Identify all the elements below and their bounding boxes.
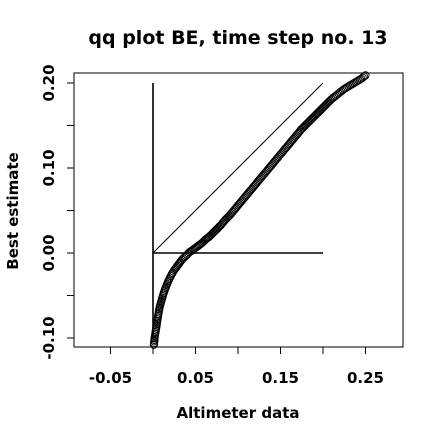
- y-axis-label: Best estimate: [4, 152, 22, 269]
- y-tick-label: 0.20: [40, 64, 58, 101]
- x-tick-label: 0.15: [262, 369, 299, 387]
- x-axis-label: Altimeter data: [177, 404, 300, 422]
- reference-line: [152, 82, 324, 254]
- data-point: [338, 86, 347, 95]
- x-tick-label: 0.05: [177, 369, 214, 387]
- y-tick-label: -0.10: [40, 316, 58, 359]
- y-tick-label: 0.10: [40, 149, 58, 186]
- data-point: [361, 71, 370, 80]
- data-point: [360, 72, 369, 81]
- y-axis: -0.10 0.00 0.10 0.20: [40, 64, 74, 360]
- x-axis: -0.05 0.05 0.15 0.25: [89, 347, 384, 387]
- chart-title: qq plot BE, time step no. 13: [88, 27, 387, 49]
- x-tick-label: -0.05: [89, 369, 132, 387]
- data-points: [149, 71, 370, 349]
- x-tick-label: 0.25: [347, 369, 384, 387]
- y-tick-label: 0.00: [40, 234, 58, 271]
- data-point: [358, 73, 367, 82]
